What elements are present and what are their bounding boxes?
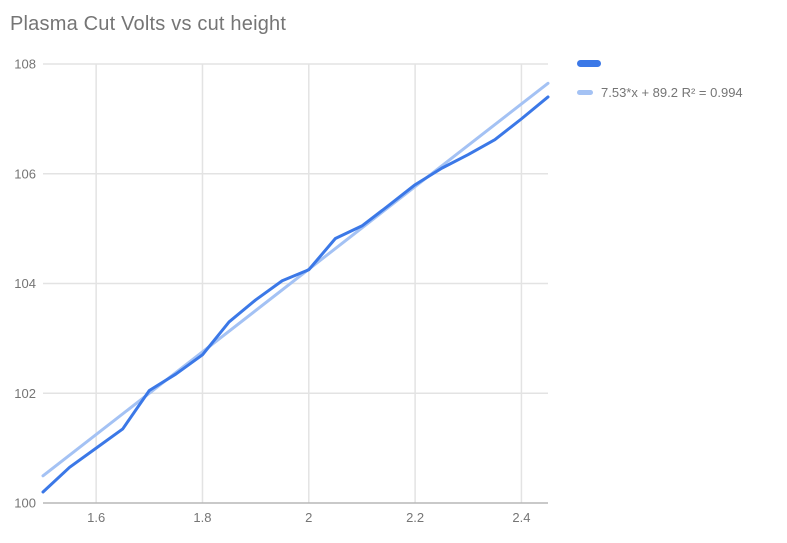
x-axis-tick-label: 2 (305, 510, 312, 525)
y-axis-tick-label: 102 (14, 386, 36, 401)
y-axis-tick-label: 100 (14, 496, 36, 511)
legend-item-trendline[interactable]: 7.53*x + 89.2 R² = 0.994 (577, 84, 782, 100)
x-axis-tick-label: 1.8 (193, 510, 211, 525)
x-axis-tick-label: 2.4 (512, 510, 530, 525)
legend: 7.53*x + 89.2 R² = 0.994 (577, 56, 782, 114)
x-axis-tick-label: 1.6 (87, 510, 105, 525)
y-axis-tick-label: 106 (14, 166, 36, 181)
legend-label-trendline: 7.53*x + 89.2 R² = 0.994 (601, 84, 743, 100)
x-axis-tick-label: 2.2 (406, 510, 424, 525)
legend-item-series[interactable] (577, 56, 782, 70)
trendline-swatch (577, 89, 593, 95)
y-axis-tick-label: 108 (14, 57, 36, 72)
series-line (41, 95, 550, 494)
series-swatch (577, 59, 601, 67)
trendline (41, 81, 550, 478)
chart-title: Plasma Cut Volts vs cut height (10, 13, 287, 35)
y-axis-tick-label: 104 (14, 276, 36, 291)
